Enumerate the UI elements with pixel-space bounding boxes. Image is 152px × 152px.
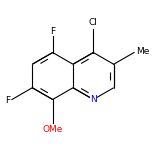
Text: N: N — [90, 95, 97, 104]
Text: F: F — [5, 96, 10, 105]
Text: F: F — [50, 27, 55, 36]
Text: Cl: Cl — [89, 18, 98, 27]
Text: OMe: OMe — [42, 125, 63, 134]
Text: Me: Me — [136, 47, 149, 56]
